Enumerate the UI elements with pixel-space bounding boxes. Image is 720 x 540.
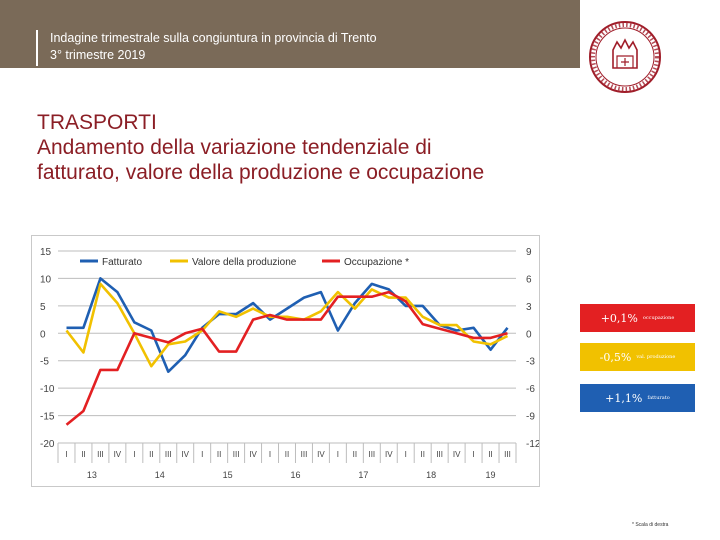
title-line-3: fatturato, valore della produzione e occ… [37,161,485,184]
quarter-tick-label: II [353,450,357,459]
line-chart: 15 910 65 30 0-5 -3-10 -6-15 -9-20 -12I II III IV I I… [40,247,541,480]
title-line-2: Andamento della variazione tendenziale d… [37,136,432,159]
quarter-tick-label: III [504,450,511,459]
quarter-tick-label: III [165,450,172,459]
quarter-tick-label: I [201,450,203,459]
footnote: * Scala di destra [632,522,669,528]
quarter-tick-label: III [97,450,104,459]
right-tick-label: -12 [526,439,539,450]
left-tick-label: 0 [40,329,46,340]
occupazione-tag-value: +0,1% [600,311,638,325]
year-label: 16 [290,470,300,480]
quarter-tick-label: II [488,450,492,459]
header-accent-bar [36,30,38,66]
year-label: 15 [223,470,233,480]
quarter-tick-label: IV [317,450,325,459]
series-line [65,282,509,368]
page-title: TRASPORTI Andamento della variazione ten… [37,110,484,185]
quarter-tick-label: II [285,450,289,459]
year-label: 13 [87,470,97,480]
quarter-tick-label: II [81,450,85,459]
header-line-1: Indagine trimestrale sulla congiuntura i… [50,31,377,45]
series-line [65,290,508,426]
left-tick-label: 10 [40,274,52,285]
quarter-tick-label: IV [181,450,189,459]
valore-produzione-tag-label: val. produzione [636,354,676,360]
title-line-1: TRASPORTI [37,111,157,134]
right-tick-label: -6 [526,384,535,395]
occupazione-tag-label: occupazione [642,315,675,321]
left-tick-label: -5 [40,357,49,368]
fatturato-tag-label: fatturato [647,395,670,401]
right-tick-label: 0 [526,329,532,340]
right-tick-label: 9 [526,247,532,258]
quarter-tick-label: I [269,450,271,459]
quarter-tick-label: III [368,450,375,459]
fatturato-tag-value: +1,1% [605,391,643,405]
legend-label: Fatturato [102,257,142,268]
logo [585,18,665,96]
quarter-tick-label: I [133,450,135,459]
chart-frame: 15 9 10 6 5 3 0 0 -5 -3 -10 -6 -15 -9 -20 -12 I II III IV I I… [31,235,541,487]
quarter-tick-label: III [233,450,240,459]
quarter-tick-label: I [472,450,474,459]
series-line [66,277,509,373]
right-tick-label: -9 [526,412,535,423]
left-tick-label: 15 [40,247,52,258]
header-text: Indagine trimestrale sulla congiuntura i… [50,30,377,64]
header-band [0,0,580,68]
quarter-tick-label: I [405,450,407,459]
right-tick-label: 3 [526,302,532,313]
quarter-tick-label: III [436,450,443,459]
quarter-tick-label: I [337,450,339,459]
quarter-tick-label: I [65,450,67,459]
left-tick-label: -10 [40,384,55,395]
year-label: 17 [358,470,368,480]
left-tick-label: -20 [40,439,55,450]
quarter-tick-label: II [420,450,424,459]
left-tick-label: -15 [40,412,55,423]
right-tick-label: 6 [526,274,532,285]
legend-label: Valore della produzione [192,257,297,268]
quarter-tick-label: II [217,450,221,459]
quarter-tick-label: IV [114,450,122,459]
right-tick-label: -3 [526,357,535,368]
valore-produzione-tag: -0,5% val. produzione [580,343,695,371]
quarter-tick-label: IV [385,450,393,459]
chamber-of-commerce-seal-icon [589,21,661,93]
quarter-tick-label: II [149,450,153,459]
valore-produzione-tag-value: -0,5% [599,350,632,364]
quarter-tick-label: IV [249,450,257,459]
left-tick-label: 5 [40,302,46,313]
occupazione-tag: +0,1% occupazione [580,304,695,332]
fatturato-tag: +1,1% fatturato [580,384,695,412]
year-label: 14 [155,470,165,480]
quarter-tick-label: III [301,450,308,459]
quarter-tick-label: IV [453,450,461,459]
legend-label: Occupazione * [344,257,409,268]
header-line-2: 3° trimestre 2019 [50,48,146,62]
year-label: 19 [486,470,496,480]
year-label: 18 [426,470,436,480]
